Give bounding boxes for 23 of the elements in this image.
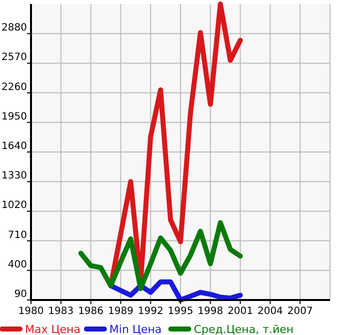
y-tick-label: 1950 [2, 111, 27, 122]
x-tick-label: 1986 [78, 306, 104, 317]
y-tick-label: 2880 [2, 22, 27, 34]
x-tick-label: 1989 [108, 306, 134, 317]
x-tick-label: 1983 [48, 306, 74, 317]
x-tick-label: 1980 [18, 306, 44, 317]
legend-label: Max Цена [25, 323, 80, 335]
y-tick-label: 1330 [2, 170, 27, 182]
y-tick-label: 90 [14, 289, 27, 300]
y-tick-label: 400 [8, 259, 27, 270]
x-tick-label: 2004 [257, 306, 283, 317]
x-tick-label: 2001 [228, 306, 254, 317]
legend-label: Min Цена [109, 323, 162, 335]
y-tick-label: 710 [8, 230, 27, 241]
y-tick-label: 1640 [2, 141, 27, 152]
x-tick-label: 1995 [168, 306, 194, 317]
y-tick-label: 1020 [2, 200, 27, 212]
y-tick-label: 2570 [2, 52, 27, 64]
x-tick-label: 1992 [138, 306, 164, 317]
x-tick-label: 1998 [198, 306, 224, 317]
legend-label: Сред.Цена, т.йен [194, 323, 294, 335]
x-tick-label: 2007 [287, 306, 313, 317]
y-tick-label: 2260 [2, 82, 27, 93]
